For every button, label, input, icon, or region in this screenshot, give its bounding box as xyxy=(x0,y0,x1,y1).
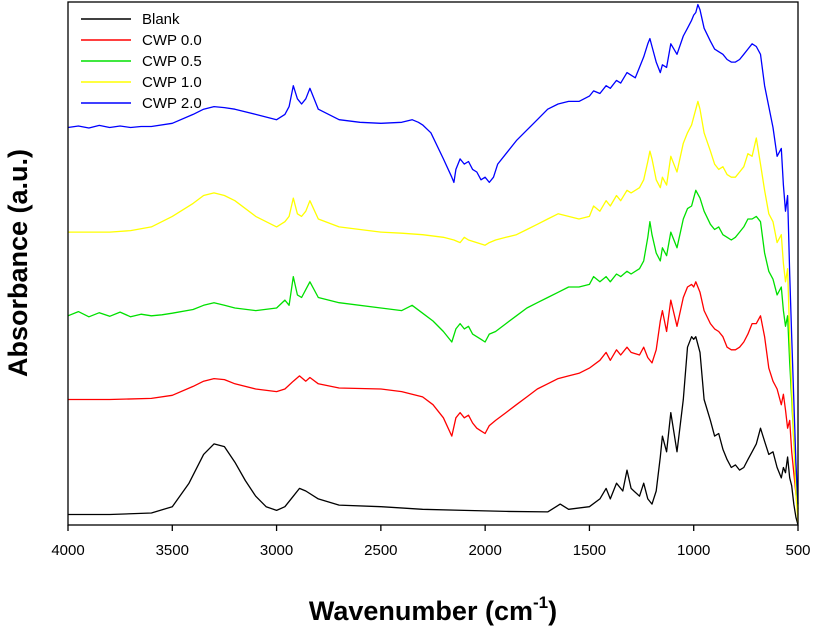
series-line-cwp-2-0 xyxy=(67,3,799,505)
series-line-cwp-0-5 xyxy=(67,189,799,510)
x-axis-title-close: ) xyxy=(548,596,557,626)
legend: Blank CWP 0.0 CWP 0.5 CWP 1.0 CWP 2.0 xyxy=(81,11,202,112)
legend-label: CWP 0.5 xyxy=(142,53,202,70)
series-line-cwp-0-0 xyxy=(68,281,799,515)
plot-frame xyxy=(67,1,799,526)
x-tick-label: 1000 xyxy=(677,542,710,559)
x-tick-label: 500 xyxy=(785,542,810,559)
series-line-cwp-1-0 xyxy=(68,100,799,523)
y-axis-title: Absorbance (a.u.) xyxy=(3,149,33,377)
x-tick-label: 3000 xyxy=(260,542,293,559)
x-tick-label: 2500 xyxy=(364,542,397,559)
legend-label: CWP 0.0 xyxy=(142,32,202,49)
legend-label: Blank xyxy=(142,11,180,28)
x-axis-ticks: 4000 3500 3000 2500 2000 1500 1000 500 xyxy=(51,525,811,559)
series-layer xyxy=(67,3,799,526)
x-axis-title: Wavenumber (cm-1) xyxy=(309,593,557,626)
x-axis-title-main: Wavenumber (cm xyxy=(309,596,533,626)
x-tick-label: 2000 xyxy=(468,542,501,559)
legend-label: CWP 1.0 xyxy=(142,74,202,91)
series-line-blank xyxy=(68,336,799,526)
x-tick-label: 1500 xyxy=(573,542,606,559)
legend-label: CWP 2.0 xyxy=(142,95,202,112)
x-axis-title-superscript: -1 xyxy=(533,593,548,612)
x-tick-label: 3500 xyxy=(156,542,189,559)
x-tick-label: 4000 xyxy=(51,542,84,559)
